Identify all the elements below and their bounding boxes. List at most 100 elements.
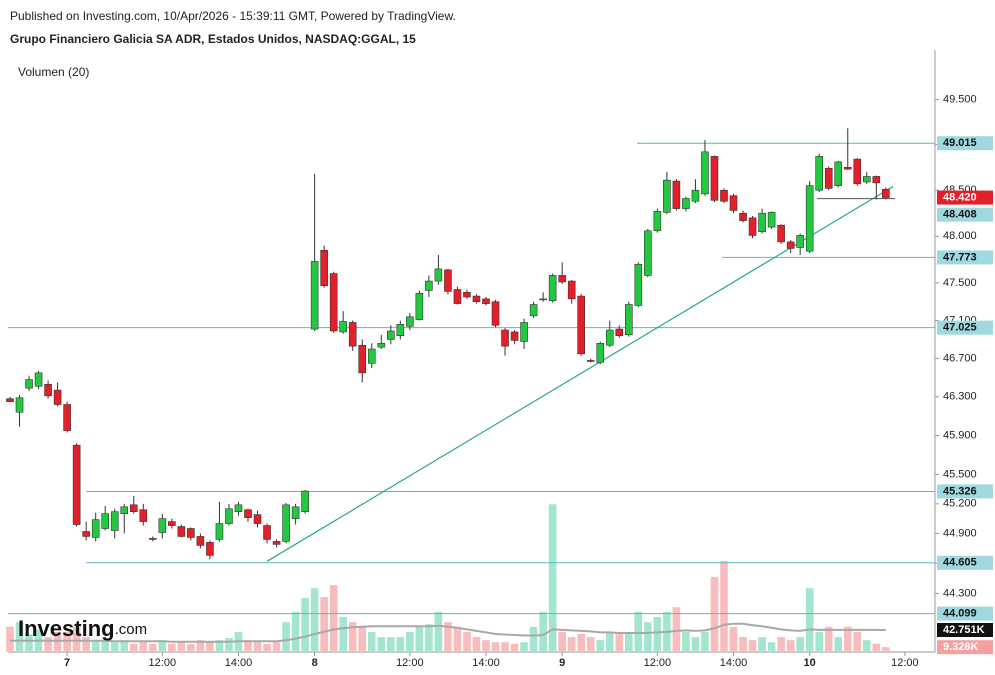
- candle-body: [482, 298, 490, 304]
- y-tick-label: 45.900: [943, 429, 977, 441]
- volume-bar: [615, 633, 624, 652]
- candle-body: [53, 389, 62, 405]
- volume-bar: [634, 611, 643, 652]
- candle-body: [796, 235, 804, 248]
- x-tick-label: 12:00: [396, 657, 424, 669]
- candle-body: [110, 511, 119, 531]
- volume-bar: [53, 631, 62, 652]
- candle-body: [758, 212, 766, 233]
- volume-bar: [282, 622, 290, 652]
- volume-bar: [139, 642, 148, 652]
- candle-body: [672, 180, 681, 209]
- volume-bar: [91, 640, 100, 652]
- volume-bar: [367, 631, 376, 652]
- volume-label-bg: [937, 640, 993, 655]
- volume-bar: [701, 631, 709, 652]
- candle-body: [491, 301, 500, 326]
- published-note: Published on Investing.com, 10/Apr/2026 …: [10, 9, 456, 23]
- candle-body: [63, 404, 71, 431]
- volume-bar: [434, 611, 443, 652]
- plot: [6, 128, 935, 652]
- x-tick-label: 7: [64, 657, 70, 669]
- volume-bar: [263, 643, 271, 652]
- candle-body: [187, 528, 195, 538]
- candle-body: [634, 263, 643, 306]
- volume-bar: [396, 637, 405, 652]
- volume-bar: [358, 626, 367, 652]
- candle-body: [234, 504, 243, 513]
- candle-body: [196, 536, 205, 546]
- level-label-bg: [937, 136, 993, 151]
- candle-body: [862, 176, 871, 183]
- trend-line: [266, 186, 894, 562]
- candle-body: [805, 185, 814, 252]
- candle-body: [301, 490, 309, 513]
- candle-body: [101, 513, 109, 529]
- volume-bar: [472, 637, 481, 652]
- volume-bar: [863, 640, 871, 652]
- candle-body: [682, 198, 690, 209]
- logo-suffix: .com: [115, 621, 148, 638]
- volume-bar: [272, 642, 281, 652]
- candle-body: [739, 212, 747, 221]
- candle-body: [558, 275, 566, 283]
- level-label-bg: [937, 606, 993, 621]
- volume-bar: [329, 585, 338, 652]
- volume-bar: [453, 626, 462, 652]
- volume-bar: [158, 640, 167, 652]
- candle-body: [767, 211, 776, 228]
- candle-body: [872, 176, 881, 184]
- candle-body: [263, 525, 271, 540]
- level-label-bg: [937, 484, 993, 499]
- candle-body: [434, 268, 443, 282]
- x-tick-label: 14:00: [472, 657, 500, 669]
- volume-bar: [853, 631, 862, 652]
- volume-bar: [129, 643, 138, 652]
- volume-bar: [501, 642, 509, 652]
- candle-body: [310, 261, 319, 330]
- candle-body: [215, 523, 224, 540]
- candle-body: [225, 508, 233, 524]
- volume-bar: [843, 626, 852, 652]
- volume-bar: [44, 637, 52, 652]
- overlay: 49.50049.00048.50048.00047.50047.10046.7…: [64, 93, 993, 669]
- volume-bar: [625, 633, 633, 652]
- volume-bar: [101, 640, 109, 652]
- candle-body: [415, 292, 424, 320]
- volume-bar: [120, 640, 129, 652]
- volume-ma-label-bg: [937, 623, 993, 638]
- volume-bar: [444, 622, 452, 652]
- candle-body: [367, 348, 376, 364]
- candle-body: [15, 397, 24, 413]
- x-tick-label: 9: [559, 657, 565, 669]
- volume-bar: [63, 631, 71, 652]
- volume-bar: [605, 631, 614, 652]
- candle-body: [377, 343, 386, 348]
- volume-bar: [149, 643, 157, 652]
- candle-body: [834, 161, 843, 186]
- volume-bar: [710, 576, 719, 652]
- level-label: 44.099: [943, 607, 977, 619]
- level-label-bg: [937, 320, 993, 335]
- x-tick-label: 12:00: [149, 657, 177, 669]
- candle-body: [139, 509, 148, 522]
- candle-body: [586, 360, 595, 362]
- x-tick-label: 8: [312, 657, 318, 669]
- volume-bar: [567, 637, 576, 652]
- volume-bar: [786, 640, 795, 652]
- candle-body: [472, 295, 481, 303]
- volume-bar: [406, 631, 414, 652]
- volume-bar: [15, 622, 24, 652]
- volume-title: Volumen (20): [18, 65, 89, 79]
- level-label-bg: [937, 555, 993, 570]
- volume-bar: [177, 642, 186, 652]
- volume-bar: [539, 611, 547, 652]
- candle-body: [596, 343, 605, 363]
- y-tick-label: 45.500: [943, 468, 977, 480]
- volume-bar: [729, 626, 738, 652]
- candle-body: [149, 538, 157, 540]
- candle-body: [720, 189, 728, 202]
- volume-label: 9.328K: [943, 641, 979, 653]
- volume-bar: [691, 637, 700, 652]
